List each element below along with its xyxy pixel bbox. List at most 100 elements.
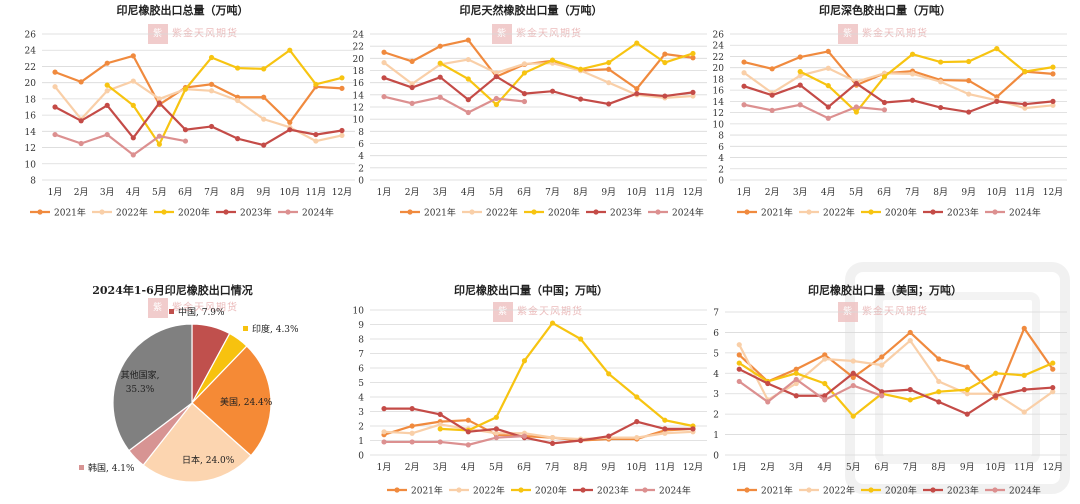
data-point (1050, 360, 1056, 366)
data-point (578, 336, 584, 342)
chart-title: 印尼天然橡胶出口量（万吨） (459, 4, 603, 17)
data-point (493, 101, 499, 108)
pie-label: 美国, 24.4% (220, 396, 273, 408)
data-point (662, 59, 668, 66)
pie-label: 日本, 24.0% (182, 454, 235, 466)
data-point (409, 100, 415, 106)
data-point (130, 135, 136, 141)
x-tick-label: 5月 (846, 462, 861, 473)
x-tick-label: 10月 (280, 187, 300, 198)
legend-item: 2021年 (387, 485, 443, 497)
data-point (104, 131, 110, 138)
y-tick-label: 8 (358, 128, 364, 138)
data-point (853, 80, 859, 87)
y-tick-label: 9 (358, 321, 364, 331)
data-point (52, 69, 58, 75)
legend-item: 2024年 (635, 485, 691, 497)
y-tick-label: 7 (713, 309, 719, 319)
data-point (549, 440, 556, 446)
pie-label-marker (169, 309, 174, 314)
data-point (634, 40, 640, 46)
data-point (825, 115, 831, 121)
x-tick-label: 9月 (601, 462, 616, 473)
data-point (437, 94, 443, 100)
data-point (437, 411, 443, 417)
y-tick-label: 26 (713, 31, 725, 41)
y-tick-label: 3 (358, 408, 364, 418)
chart-exports-to-china: 印尼橡胶出口量（中国；万吨） 紫紫金天风期货 0 1 2 3 4 5 6 7 8 9 10 1月 2月 3… (345, 280, 717, 504)
data-point (793, 380, 799, 387)
series-line (54, 101, 343, 147)
y-tick-label: 6 (718, 143, 724, 153)
data-point (606, 371, 612, 377)
data-point (1021, 372, 1027, 378)
x-tick-label: 1月 (737, 187, 752, 198)
x-tick-label: 5月 (849, 187, 864, 198)
data-point (261, 66, 267, 72)
data-point (736, 352, 742, 358)
x-tick-label: 8月 (573, 187, 588, 198)
data-point (825, 48, 831, 55)
data-point (381, 59, 387, 66)
pie-label-marker (243, 326, 248, 331)
y-tick-label: 16 (25, 112, 37, 122)
y-tick-label: 10 (713, 120, 725, 130)
data-point (909, 51, 916, 57)
series-line (743, 82, 1054, 114)
data-point (606, 433, 612, 439)
x-tick-label: 4月 (461, 187, 476, 198)
data-point (465, 417, 471, 423)
data-point (1021, 325, 1027, 331)
data-point (104, 102, 110, 108)
data-point (437, 421, 443, 428)
pie-slice (142, 402, 252, 483)
legend-item: 2021年 (737, 485, 793, 497)
data-point (936, 389, 942, 395)
data-point (235, 136, 241, 142)
data-point (765, 399, 771, 405)
series-line (54, 54, 343, 125)
legend-label: 2021年 (54, 207, 86, 219)
x-tick-label: 2月 (405, 462, 420, 473)
data-point (208, 54, 215, 61)
y-tick-label: 24 (713, 42, 725, 52)
data-point (130, 102, 136, 108)
x-tick-label: 7月 (545, 187, 560, 198)
y-tick-label: 4 (718, 154, 724, 164)
data-point (741, 83, 747, 89)
x-tick-label: 6月 (874, 462, 889, 473)
pie-label: 韩国, 4.1% (88, 462, 135, 474)
y-tick-label: 12 (353, 104, 364, 114)
y-tick-label: 18 (353, 67, 365, 77)
data-point (606, 101, 612, 107)
data-point (850, 358, 856, 364)
x-tick-label: 3月 (793, 187, 808, 198)
legend-item: 2020年 (154, 207, 210, 219)
data-point (907, 397, 913, 403)
data-point (879, 354, 885, 360)
x-tick-label: 7月 (204, 187, 219, 198)
data-point (313, 138, 319, 144)
x-tick-label: 2月 (405, 187, 420, 198)
y-tick-label: 8 (718, 132, 724, 142)
x-tick-label: 9月 (256, 187, 271, 198)
data-point (493, 414, 499, 420)
data-point (938, 104, 944, 111)
x-tick-label: 9月 (601, 187, 616, 198)
data-point (465, 109, 471, 116)
data-point (853, 104, 859, 110)
data-point (465, 429, 471, 435)
pie-label-value: 35.3% (126, 385, 155, 395)
legend-item: 2023年 (923, 485, 979, 497)
data-point (879, 393, 885, 399)
y-tick-label: 5 (358, 379, 364, 389)
pie-slice (112, 323, 193, 452)
series-line (743, 103, 885, 120)
data-point (909, 71, 916, 77)
legend-label: 2024年 (1009, 207, 1041, 219)
data-point (736, 378, 742, 385)
data-point (578, 66, 584, 72)
data-point (822, 380, 828, 387)
data-point (339, 75, 345, 81)
